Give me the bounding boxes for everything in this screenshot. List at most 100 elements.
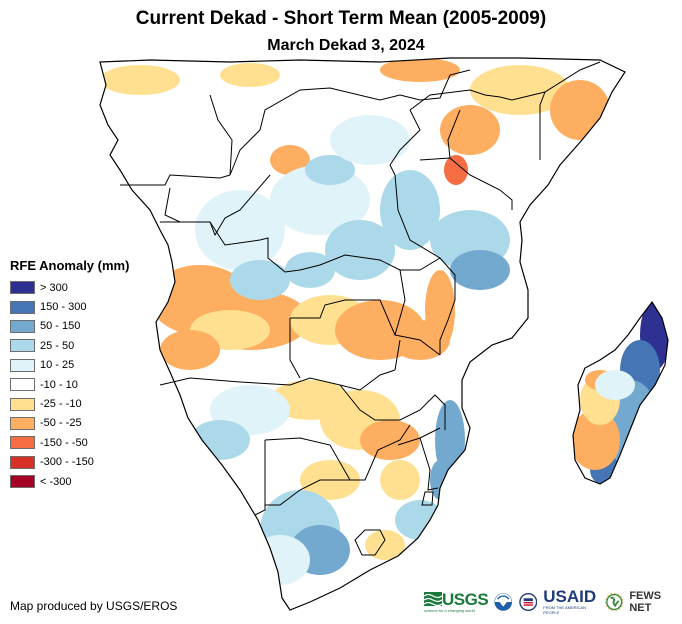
anomaly-patch xyxy=(160,330,220,370)
border xyxy=(264,424,411,481)
border xyxy=(209,94,233,176)
legend-item: -10 - 10 xyxy=(10,375,129,394)
fews-net-wordmark: FEWS NET xyxy=(629,589,662,614)
usgs-logo: USGS science for a changing world xyxy=(424,589,489,613)
anomaly-patch xyxy=(325,220,395,280)
legend-label: -150 - -50 xyxy=(40,436,88,449)
border xyxy=(399,69,471,101)
legend-item: 50 - 150 xyxy=(10,317,129,336)
border xyxy=(419,437,439,491)
legend-label: 150 - 300 xyxy=(40,301,87,314)
anomaly-patch xyxy=(285,252,335,288)
legend-swatch xyxy=(10,475,35,489)
legend-item: -50 - -25 xyxy=(10,414,129,433)
legend-item: > 300 xyxy=(10,278,129,297)
anomaly-map xyxy=(99,57,669,611)
legend-items: > 300 150 - 300 50 - 150 25 - 50 10 - 25 -10 … xyxy=(10,278,129,491)
anomaly-patch xyxy=(330,115,410,165)
anomaly-patch xyxy=(595,370,635,400)
legend-item: < -300 xyxy=(10,472,129,491)
border xyxy=(289,318,301,379)
border xyxy=(229,87,401,176)
anomaly-patch xyxy=(573,410,620,470)
border xyxy=(164,174,271,237)
anomaly-patch xyxy=(470,65,570,115)
anomaly-patch xyxy=(380,170,440,250)
border xyxy=(409,61,601,111)
anomaly-patch xyxy=(440,105,500,155)
anomaly-patch xyxy=(425,270,455,350)
fews-globe-icon xyxy=(604,592,624,611)
legend-label: < -300 xyxy=(40,475,72,488)
map-subtitle: March Dekad 3, 2024 xyxy=(267,37,425,54)
legend-label: -50 - -25 xyxy=(40,417,82,430)
anomaly-patch xyxy=(360,420,420,460)
legend-swatch xyxy=(10,436,35,450)
usaid-logo: USAID FROM THE AMERICAN PEOPLE xyxy=(543,588,599,615)
usgs-wave-icon xyxy=(424,592,442,606)
legend-swatch xyxy=(10,416,35,430)
legend-title: RFE Anomaly (mm) xyxy=(10,258,130,273)
border xyxy=(265,479,350,506)
anomaly-patch xyxy=(550,80,610,140)
border xyxy=(354,529,386,556)
anomaly-patch xyxy=(195,190,285,270)
border xyxy=(447,109,461,159)
legend-swatch xyxy=(10,281,35,295)
usgs-wordmark: USGS xyxy=(442,589,489,609)
anomaly-patch xyxy=(250,535,310,585)
border xyxy=(539,91,546,160)
border xyxy=(439,257,456,355)
border xyxy=(389,109,421,176)
usaid-tagline: FROM THE AMERICAN PEOPLE xyxy=(543,605,587,615)
noaa-logo-icon xyxy=(494,592,513,611)
map-title: Current Dekad - Short Term Mean (2005-20… xyxy=(135,8,547,29)
anomaly-patch xyxy=(270,145,310,175)
anomaly-patch xyxy=(450,250,510,290)
border xyxy=(159,369,396,391)
anomaly-patch xyxy=(105,198,135,222)
legend-swatch xyxy=(10,455,35,469)
anomaly-patch xyxy=(380,460,420,500)
border xyxy=(419,157,513,210)
anomaly-patch xyxy=(365,530,405,560)
anomaly-patch xyxy=(380,58,460,82)
legend-item: 150 - 300 xyxy=(10,297,129,316)
legend-label: 10 - 25 xyxy=(40,359,75,372)
partner-logos: USGS science for a changing world USAID … xyxy=(424,588,682,615)
anomaly-patch xyxy=(220,63,280,87)
usaid-wordmark: USAID xyxy=(543,587,597,606)
legend-swatch xyxy=(10,378,35,392)
legend-label: -300 - -150 xyxy=(40,456,94,469)
anomaly-patch xyxy=(444,155,468,185)
usgs-tagline: science for a changing world xyxy=(424,607,475,613)
usaid-seal-icon xyxy=(518,592,538,611)
legend-item: 25 - 50 xyxy=(10,336,129,355)
legend-label: -25 - -10 xyxy=(40,398,82,411)
border xyxy=(120,174,231,186)
legend-item: 10 - 25 xyxy=(10,356,129,375)
border xyxy=(421,491,434,506)
border xyxy=(339,384,446,430)
country-borders xyxy=(120,61,601,556)
legend-swatch xyxy=(10,319,35,333)
map-credit: Map produced by USGS/EROS xyxy=(10,599,178,613)
legend-label: -10 - 10 xyxy=(40,378,78,391)
legend-swatch xyxy=(10,358,35,372)
border xyxy=(160,221,441,273)
border xyxy=(394,174,441,259)
legend-label: 50 - 150 xyxy=(40,320,81,333)
border xyxy=(254,440,266,516)
legend-swatch xyxy=(10,397,35,411)
legend-item: -150 - -50 xyxy=(10,433,129,452)
anomaly-patch xyxy=(100,65,180,95)
legend-item: -25 - -10 xyxy=(10,394,129,413)
anomaly-patch xyxy=(305,155,355,185)
anomaly-patch xyxy=(270,165,370,235)
border xyxy=(290,299,396,336)
anomaly-patch xyxy=(230,260,290,300)
legend-label: > 300 xyxy=(40,281,68,294)
legend-swatch xyxy=(10,339,35,353)
legend-item: -300 - -150 xyxy=(10,453,129,472)
anomaly-patch xyxy=(190,420,250,460)
